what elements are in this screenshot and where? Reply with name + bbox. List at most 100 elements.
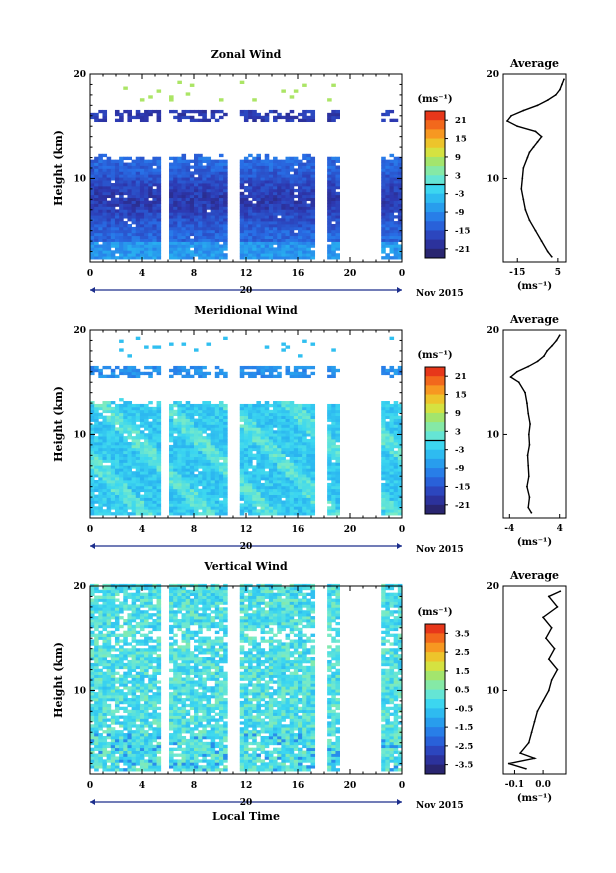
heatmap-cell <box>393 439 399 443</box>
heatmap-cell <box>264 459 270 463</box>
heatmap-cell <box>181 436 187 440</box>
colorbar-segment <box>425 184 445 195</box>
heatmap-cell <box>277 247 282 251</box>
heatmap-cell <box>181 479 187 484</box>
heatmap-cell <box>131 188 137 193</box>
heatmap-cell <box>260 183 266 187</box>
heatmap-cell <box>306 509 311 513</box>
heatmap-cell <box>210 421 216 425</box>
heatmap-cell <box>98 598 103 602</box>
heatmap-cell <box>306 468 311 472</box>
heatmap-cell <box>98 610 103 614</box>
heatmap-cell <box>102 645 108 649</box>
heatmap-cell <box>156 89 162 93</box>
heatmap-cell <box>210 226 216 231</box>
heatmap-cell <box>223 509 228 513</box>
heatmap-cell <box>90 624 95 629</box>
heatmap-cell <box>277 450 282 455</box>
heatmap-cell <box>98 607 103 611</box>
heatmap-cell <box>260 185 266 190</box>
heatmap-cell <box>389 226 395 231</box>
heatmap-cell <box>298 203 303 207</box>
heatmap-cell <box>381 209 386 213</box>
heatmap-cell <box>185 171 191 175</box>
heatmap-cell <box>198 253 203 257</box>
heatmap-cell <box>256 188 261 193</box>
heatmap-cell <box>331 177 336 181</box>
heatmap-cell <box>218 229 224 234</box>
heatmap-cell <box>189 406 195 411</box>
heatmap-cell <box>256 500 261 504</box>
heatmap-cell <box>327 433 332 437</box>
heatmap-cell <box>298 412 303 417</box>
heatmap-cell <box>90 365 95 370</box>
heatmap-cell <box>94 494 99 498</box>
heatmap-cell <box>102 657 108 661</box>
heatmap-cell <box>397 450 403 455</box>
heatmap-cell <box>156 462 162 466</box>
heatmap-cell <box>198 232 203 237</box>
heatmap-cell <box>156 180 162 184</box>
heatmap-cell <box>252 488 257 493</box>
heatmap-cell <box>189 238 195 242</box>
heatmap-cell <box>119 424 124 428</box>
heatmap-cell <box>123 368 128 373</box>
heatmap-cell <box>393 206 399 210</box>
heatmap-cell <box>248 162 253 166</box>
heatmap-cell <box>202 223 207 228</box>
heatmap-cell <box>198 235 203 239</box>
heatmap-cell <box>139 241 145 245</box>
heatmap-cell <box>256 441 261 446</box>
heatmap-cell <box>268 453 274 457</box>
heatmap-cell <box>281 165 286 169</box>
heatmap-cell <box>90 485 95 490</box>
heatmap-cell <box>281 439 286 443</box>
heatmap-cell <box>327 497 332 501</box>
heatmap-cell <box>110 235 116 239</box>
heatmap-cell <box>177 453 182 457</box>
heatmap-cell <box>189 171 195 175</box>
heatmap-cell <box>110 374 116 379</box>
heatmap-cell <box>177 203 182 207</box>
heatmap-cell <box>306 241 311 245</box>
heatmap-cell <box>239 450 245 455</box>
heatmap-cell <box>327 162 332 166</box>
heatmap-cell <box>181 180 187 184</box>
heatmap-cell <box>106 430 112 434</box>
heatmap-cell <box>289 506 295 510</box>
heatmap-cell <box>264 247 270 251</box>
heatmap-cell <box>260 512 266 516</box>
heatmap-cell <box>194 488 199 493</box>
heatmap-cell <box>139 247 145 251</box>
heatmap-cell <box>156 485 162 490</box>
heatmap-cell <box>298 482 303 487</box>
heatmap-cell <box>181 244 187 248</box>
colorbar-tick-label: 9 <box>455 409 461 419</box>
heatmap-cell <box>260 485 266 490</box>
heatmap-cell <box>218 418 224 422</box>
heatmap-cell <box>94 424 99 428</box>
heatmap-cell <box>173 180 178 184</box>
heatmap-cell <box>268 232 274 237</box>
heatmap-cell <box>152 241 157 245</box>
heatmap-cell <box>198 203 203 207</box>
heatmap-cell <box>148 415 153 419</box>
profile-point <box>551 344 554 347</box>
heatmap-cell <box>156 497 162 501</box>
heatmap-cell <box>152 512 157 516</box>
heatmap-cell <box>194 482 199 487</box>
heatmap-cell <box>210 509 216 513</box>
heatmap-cell <box>139 197 145 201</box>
heatmap-cell <box>393 488 399 493</box>
heatmap-cell <box>293 444 299 449</box>
heatmap-cell <box>106 421 112 425</box>
heatmap-cell <box>90 703 95 708</box>
heatmap-cell <box>298 433 303 437</box>
heatmap-cell <box>173 197 178 201</box>
heatmap-cell <box>98 235 103 239</box>
heatmap-cell <box>94 671 99 675</box>
heatmap-cell <box>206 156 212 161</box>
heatmap-cell <box>389 185 395 190</box>
heatmap-cell <box>393 421 399 425</box>
heatmap-cell <box>90 468 95 472</box>
